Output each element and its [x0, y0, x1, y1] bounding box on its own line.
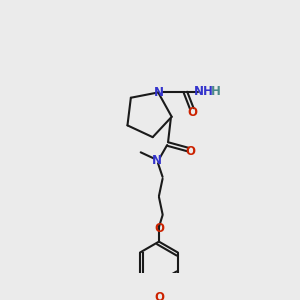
Text: O: O	[186, 145, 196, 158]
Text: O: O	[187, 106, 197, 119]
Text: O: O	[154, 291, 164, 300]
Text: N: N	[152, 154, 162, 167]
Text: H: H	[211, 85, 220, 98]
Text: NH: NH	[194, 85, 214, 98]
Text: O: O	[154, 222, 164, 236]
Text: N: N	[154, 86, 164, 99]
